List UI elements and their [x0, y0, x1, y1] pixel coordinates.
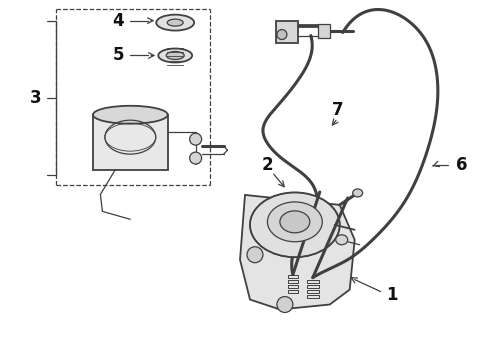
Ellipse shape	[353, 189, 363, 197]
Bar	[93, 115, 168, 170]
Ellipse shape	[250, 193, 340, 257]
Ellipse shape	[166, 51, 184, 59]
Bar	[307, 280, 319, 283]
Text: 5: 5	[113, 46, 124, 64]
Text: 1: 1	[386, 285, 397, 303]
Text: 6: 6	[456, 156, 467, 174]
Ellipse shape	[158, 49, 192, 62]
Ellipse shape	[268, 202, 322, 242]
Bar	[307, 289, 319, 293]
Text: 7: 7	[332, 101, 343, 119]
Ellipse shape	[336, 235, 348, 245]
Circle shape	[277, 297, 293, 312]
Circle shape	[277, 30, 287, 40]
Bar	[288, 289, 298, 293]
Bar	[307, 294, 319, 298]
Text: 2: 2	[262, 156, 274, 174]
Text: 4: 4	[113, 12, 124, 30]
Bar	[288, 275, 298, 278]
Bar	[307, 285, 319, 288]
Text: 3: 3	[30, 89, 42, 107]
Bar	[318, 24, 330, 37]
Circle shape	[190, 133, 201, 145]
Bar	[276, 21, 298, 42]
Ellipse shape	[93, 106, 168, 124]
Circle shape	[247, 247, 263, 263]
Circle shape	[190, 152, 201, 164]
Ellipse shape	[167, 19, 183, 26]
Bar	[288, 280, 298, 283]
Bar	[288, 285, 298, 288]
Ellipse shape	[156, 15, 194, 31]
Polygon shape	[240, 195, 355, 310]
Ellipse shape	[280, 211, 310, 233]
